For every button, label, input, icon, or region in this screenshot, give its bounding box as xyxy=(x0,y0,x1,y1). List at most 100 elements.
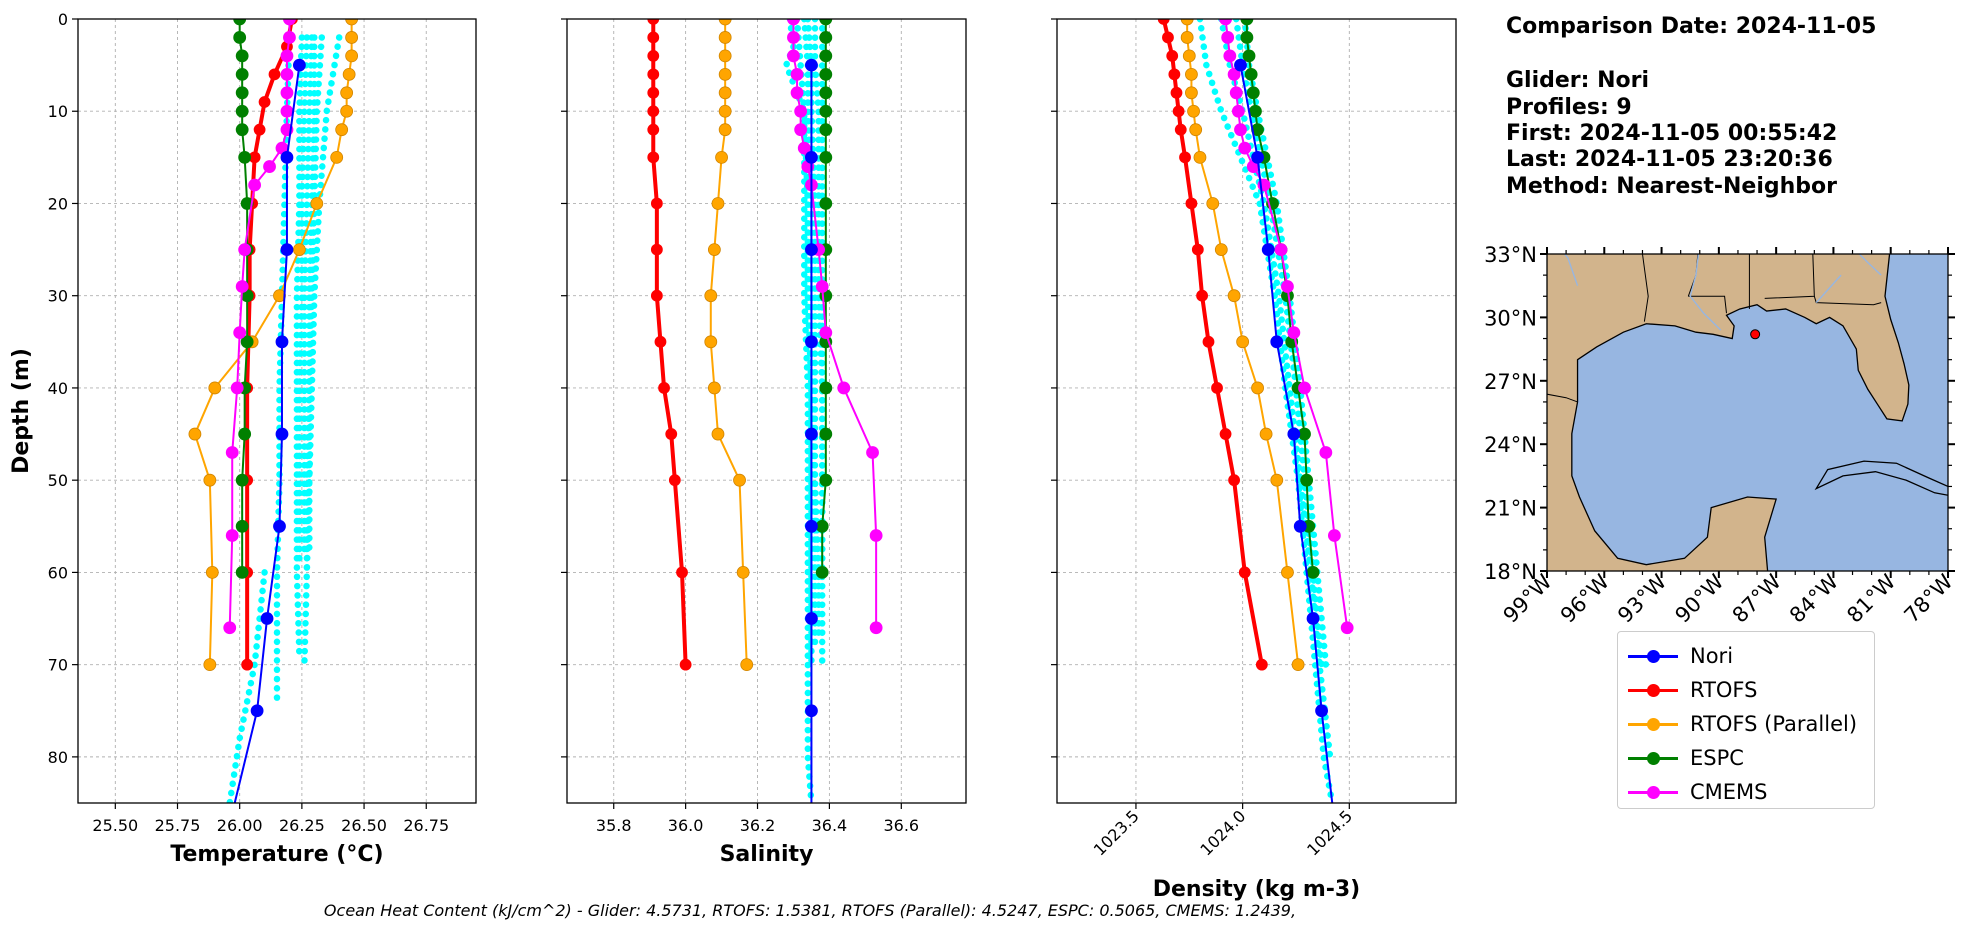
y-axis-label: Depth (m) xyxy=(9,348,34,474)
data-point xyxy=(1221,31,1235,44)
data-point xyxy=(1193,150,1207,164)
x-tick-label: 25.75 xyxy=(155,816,201,835)
data-point xyxy=(241,658,254,671)
data-point xyxy=(342,67,356,81)
data-point xyxy=(1293,519,1307,533)
legend-item-cmems: CMEMS xyxy=(1628,777,1768,807)
data-point xyxy=(650,197,663,210)
data-point xyxy=(240,335,254,349)
data-point xyxy=(805,704,818,718)
data-point xyxy=(819,197,833,210)
data-point xyxy=(1287,427,1301,441)
river xyxy=(1563,254,1579,286)
legend-label: RTOFS xyxy=(1690,678,1758,702)
data-point xyxy=(238,150,252,164)
data-point xyxy=(869,621,883,635)
data-point xyxy=(1234,123,1247,137)
data-point xyxy=(1189,123,1203,137)
x-tick-label: 36.4 xyxy=(812,816,848,835)
data-point xyxy=(1287,326,1301,340)
x-tick-label: 1024.0 xyxy=(1196,806,1249,859)
lon-tick-label: 90°W xyxy=(1670,569,1728,627)
data-point xyxy=(1274,243,1288,256)
data-point xyxy=(647,105,660,118)
data-point xyxy=(805,519,818,533)
data-point xyxy=(1185,67,1198,81)
comparison-date: Comparison Date: 2024-11-05 xyxy=(1506,14,1877,39)
data-point xyxy=(815,566,829,579)
data-point xyxy=(345,49,359,63)
data-point xyxy=(233,31,247,44)
profile-count: Profiles: 9 xyxy=(1506,95,1632,120)
data-point xyxy=(1227,67,1241,81)
axes-frame xyxy=(1056,18,1457,804)
lon-tick-label: 84°W xyxy=(1785,569,1843,627)
data-point xyxy=(292,58,306,72)
lon-tick-label: 93°W xyxy=(1613,569,1671,627)
data-point xyxy=(1172,105,1185,118)
data-point xyxy=(707,243,721,256)
legend: Nori RTOFS RTOFS (Parallel) ESPC CMEMS xyxy=(1617,631,1875,809)
data-point xyxy=(188,427,202,441)
chart-panel-salinity: 35.8 36.0 36.2 36.4 36.6 Salinity xyxy=(561,18,967,867)
series-cmems xyxy=(223,19,296,635)
data-point xyxy=(238,427,252,441)
data-point xyxy=(1211,382,1223,394)
y-tick-label: 80 xyxy=(48,748,68,767)
data-point xyxy=(819,19,833,26)
map-frame xyxy=(1546,253,1949,572)
legend-item-nori: Nori xyxy=(1628,641,1733,671)
data-point xyxy=(679,658,692,671)
data-point xyxy=(1185,86,1198,100)
data-point xyxy=(715,150,728,164)
data-point xyxy=(1157,19,1170,25)
plot-area xyxy=(188,19,359,803)
data-point xyxy=(819,381,833,395)
data-point xyxy=(711,427,725,441)
data-point xyxy=(1219,428,1232,440)
data-point xyxy=(280,104,294,118)
data-point xyxy=(1240,31,1254,44)
data-point xyxy=(647,49,660,62)
ocean xyxy=(1571,254,1948,571)
data-point xyxy=(1300,473,1314,487)
data-point xyxy=(718,67,732,81)
legend-label: Nori xyxy=(1690,644,1734,668)
data-point xyxy=(805,335,818,349)
legend-item-espc: ESPC xyxy=(1628,743,1744,773)
data-point xyxy=(1261,243,1275,256)
legend-label: RTOFS (Parallel) xyxy=(1690,712,1858,736)
data-point xyxy=(275,335,289,349)
data-point xyxy=(819,123,833,137)
data-point xyxy=(240,197,254,210)
data-point xyxy=(233,326,247,340)
data-point xyxy=(819,49,833,63)
data-point xyxy=(1246,86,1260,100)
data-point xyxy=(647,68,660,81)
x-tick-label: 35.8 xyxy=(596,816,632,835)
data-point xyxy=(275,427,289,441)
x-tick-label: 36.2 xyxy=(740,816,776,835)
data-point xyxy=(1259,427,1273,441)
data-point xyxy=(1251,381,1264,395)
data-point xyxy=(330,150,344,164)
ocean-heat-content-footer: Ocean Heat Content (kJ/cm^2) - Glider: 4… xyxy=(323,901,1297,920)
data-point xyxy=(1229,86,1243,100)
data-point xyxy=(263,160,276,173)
data-point xyxy=(1242,49,1256,63)
data-point xyxy=(790,67,804,81)
series-nori xyxy=(1234,58,1334,803)
data-point xyxy=(819,104,833,118)
lat-tick-label: 33°N xyxy=(1484,243,1537,267)
data-point xyxy=(1185,197,1198,210)
chart-panel-density: 1023.5 1024.0 1024.5 Density (kg m-3) xyxy=(1051,18,1457,902)
data-point xyxy=(1270,473,1284,487)
data-point xyxy=(340,86,354,100)
data-point xyxy=(1179,151,1191,164)
lat-tick-label: 18°N xyxy=(1484,560,1537,584)
data-point xyxy=(647,86,660,99)
legend-line-cmems xyxy=(1628,785,1678,799)
series-cmems xyxy=(787,19,883,635)
data-point xyxy=(280,49,294,63)
